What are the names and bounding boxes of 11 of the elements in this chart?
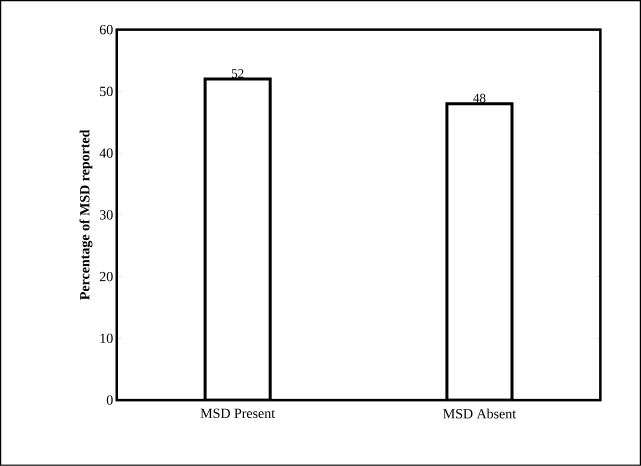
y-tick-label: 40 — [100, 148, 113, 158]
y-tick-label: 50 — [100, 86, 113, 96]
y-tick-label: 60 — [100, 25, 113, 34]
y-tick-label: 0 — [106, 395, 113, 405]
data-label: 48 — [473, 94, 486, 103]
y-axis-title: Percentage of MSD reported — [79, 130, 92, 300]
y-tick-label: 20 — [100, 272, 113, 282]
y-tick-label: 10 — [100, 334, 113, 344]
x-tick-label: MSD Present — [200, 408, 276, 418]
y-tick-label: 30 — [100, 210, 113, 220]
x-tick-label: MSD Absent — [443, 408, 516, 419]
